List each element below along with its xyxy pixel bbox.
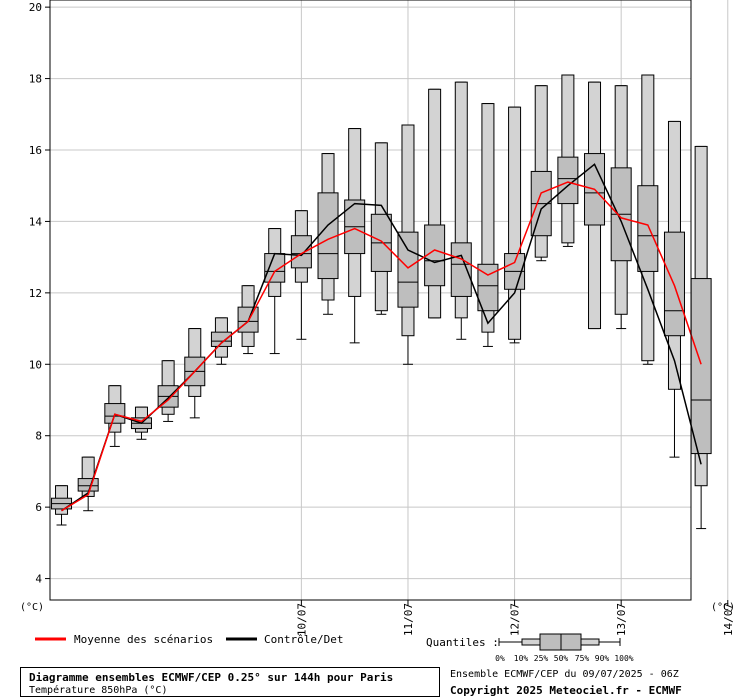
box-11: [344, 128, 366, 344]
quantile-tick-3: 50%: [554, 654, 569, 663]
inner-box-15: [450, 242, 472, 297]
quantile-legend-glyph: [498, 633, 621, 651]
box-0: [51, 485, 73, 526]
quantiles-label: Quantiles :: [426, 636, 499, 649]
xtick-label-2: 12/07: [509, 603, 522, 636]
run-info: Ensemble ECMWF/CEP du 09/07/2025 - 06Z: [450, 669, 679, 680]
quantile-tick-4: 75%: [575, 654, 590, 663]
box-24: [690, 145, 712, 530]
xtick-label-1: 11/07: [402, 603, 415, 636]
inner-box-24: [690, 278, 712, 455]
box-22: [637, 74, 659, 365]
quantile-tick-2: 25%: [534, 654, 549, 663]
box-13: [397, 124, 419, 365]
series-line-control: [61, 163, 702, 512]
inner-box-2: [104, 403, 126, 424]
y-unit-right: (°C): [711, 602, 735, 613]
ytick-label-7: 18: [29, 73, 42, 86]
series-line-mean: [61, 181, 702, 512]
ytick-label-5: 14: [29, 215, 43, 228]
ytick-label-0: 4: [35, 573, 42, 586]
box-6: [210, 317, 232, 365]
ytick-label-1: 6: [35, 501, 42, 514]
ytick-label-4: 12: [29, 287, 42, 300]
plot-area: [50, 0, 691, 600]
ytick-label-2: 8: [35, 430, 42, 443]
quantile-tick-5: 90%: [595, 654, 610, 663]
copyright: Copyright 2025 Meteociel.fr - ECMWF: [450, 684, 682, 697]
box-21: [610, 85, 632, 330]
box-12: [370, 142, 392, 315]
inner-box-22: [637, 185, 659, 272]
box-16: [477, 103, 499, 347]
inner-box-13: [397, 231, 419, 308]
inner-box-19: [557, 156, 579, 205]
plot-frame: [49, 0, 692, 601]
inner-box-1: [77, 478, 99, 492]
quantile-tick-0: 0%: [495, 654, 505, 663]
quantile-tick-6: 100%: [614, 654, 633, 663]
chart-subtitle: Température 850hPa (°C): [29, 685, 168, 696]
quantile-tick-1: 10%: [514, 654, 529, 663]
inner-box-6: [210, 331, 232, 347]
inner-box-16: [477, 263, 499, 312]
box-9: [290, 210, 312, 340]
xtick-label-0: 10/07: [295, 603, 308, 636]
ytick-label-3: 10: [29, 358, 42, 371]
outer-box-17: [508, 106, 522, 340]
chart-title: Diagramme ensembles ECMWF/CEP 0.25° sur …: [29, 671, 394, 684]
inner-box-9: [290, 235, 312, 269]
box-23: [663, 120, 685, 458]
box-18: [530, 85, 552, 262]
legend-label-control: Contrôle/Det: [264, 633, 343, 646]
quantile-ticks: 0% 10% 25% 50% 75% 90% 100%: [495, 654, 634, 663]
ytick-label-6: 16: [29, 144, 42, 157]
inner-box-14: [424, 224, 446, 287]
xtick-label-4: 14/07: [722, 603, 735, 636]
ytick-label-8: 20: [29, 1, 42, 14]
legend-label-mean: Moyenne des scénarios: [74, 633, 213, 646]
box-2: [104, 385, 126, 447]
y-unit-left: (°C): [20, 602, 44, 613]
inner-box-8: [264, 253, 286, 283]
xtick-label-3: 13/07: [615, 603, 628, 636]
box-19: [557, 74, 579, 247]
chart-info-box: Diagramme ensembles ECMWF/CEP 0.25° sur …: [20, 667, 440, 697]
